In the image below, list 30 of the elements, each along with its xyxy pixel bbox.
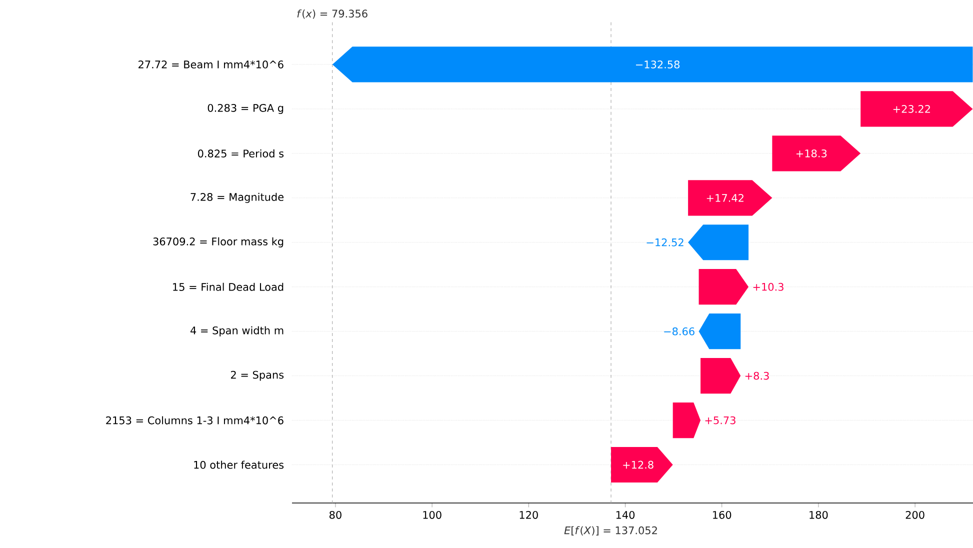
x-tick-label: 180	[810, 510, 828, 519]
data-label: +23.22	[893, 104, 930, 113]
data-label: +18.3	[796, 149, 827, 158]
y-tick-label: 2153 = Columns 1-3 I mm4*10^6	[106, 416, 284, 424]
x-tick-label: 100	[423, 510, 442, 519]
y-tick-label: 10 other features	[194, 460, 284, 469]
y-tick-label: 4 = Span width m	[190, 326, 284, 336]
y-tick-label: 2 = Spans	[230, 370, 284, 381]
data-label: −132.58	[636, 60, 680, 68]
ref-line-label: E[f(X)] = 137.052	[564, 526, 657, 536]
x-tick-label: 120	[520, 510, 538, 519]
y-tick-label: 0.283 = PGA g	[208, 104, 284, 114]
x-tick-label: 140	[616, 510, 635, 519]
data-label: +12.8	[623, 460, 654, 469]
x-tick-label: 80	[330, 510, 342, 519]
y-tick-label: 27.72 = Beam I mm4*10^6	[138, 60, 284, 68]
data-label: +17.42	[706, 194, 744, 202]
x-tick-label: 160	[713, 510, 732, 519]
bar	[332, 46, 973, 82]
data-label: +10.3	[753, 282, 784, 291]
y-tick-label: 15 = Final Dead Load	[173, 282, 284, 291]
y-tick-label: 0.825 = Period s	[198, 149, 284, 158]
data-label: +8.3	[745, 372, 769, 380]
data-label: +5.73	[705, 416, 736, 424]
y-tick-label: 7.28 = Magnitude	[190, 192, 284, 203]
ref-line-label: f(x) = 79.356	[297, 9, 368, 19]
x-tick-label: 200	[906, 510, 924, 519]
y-tick-label: 36709.2 = Floor mass kg	[153, 237, 284, 248]
data-label: −12.52	[646, 238, 684, 246]
data-label: −8.66	[664, 327, 694, 336]
